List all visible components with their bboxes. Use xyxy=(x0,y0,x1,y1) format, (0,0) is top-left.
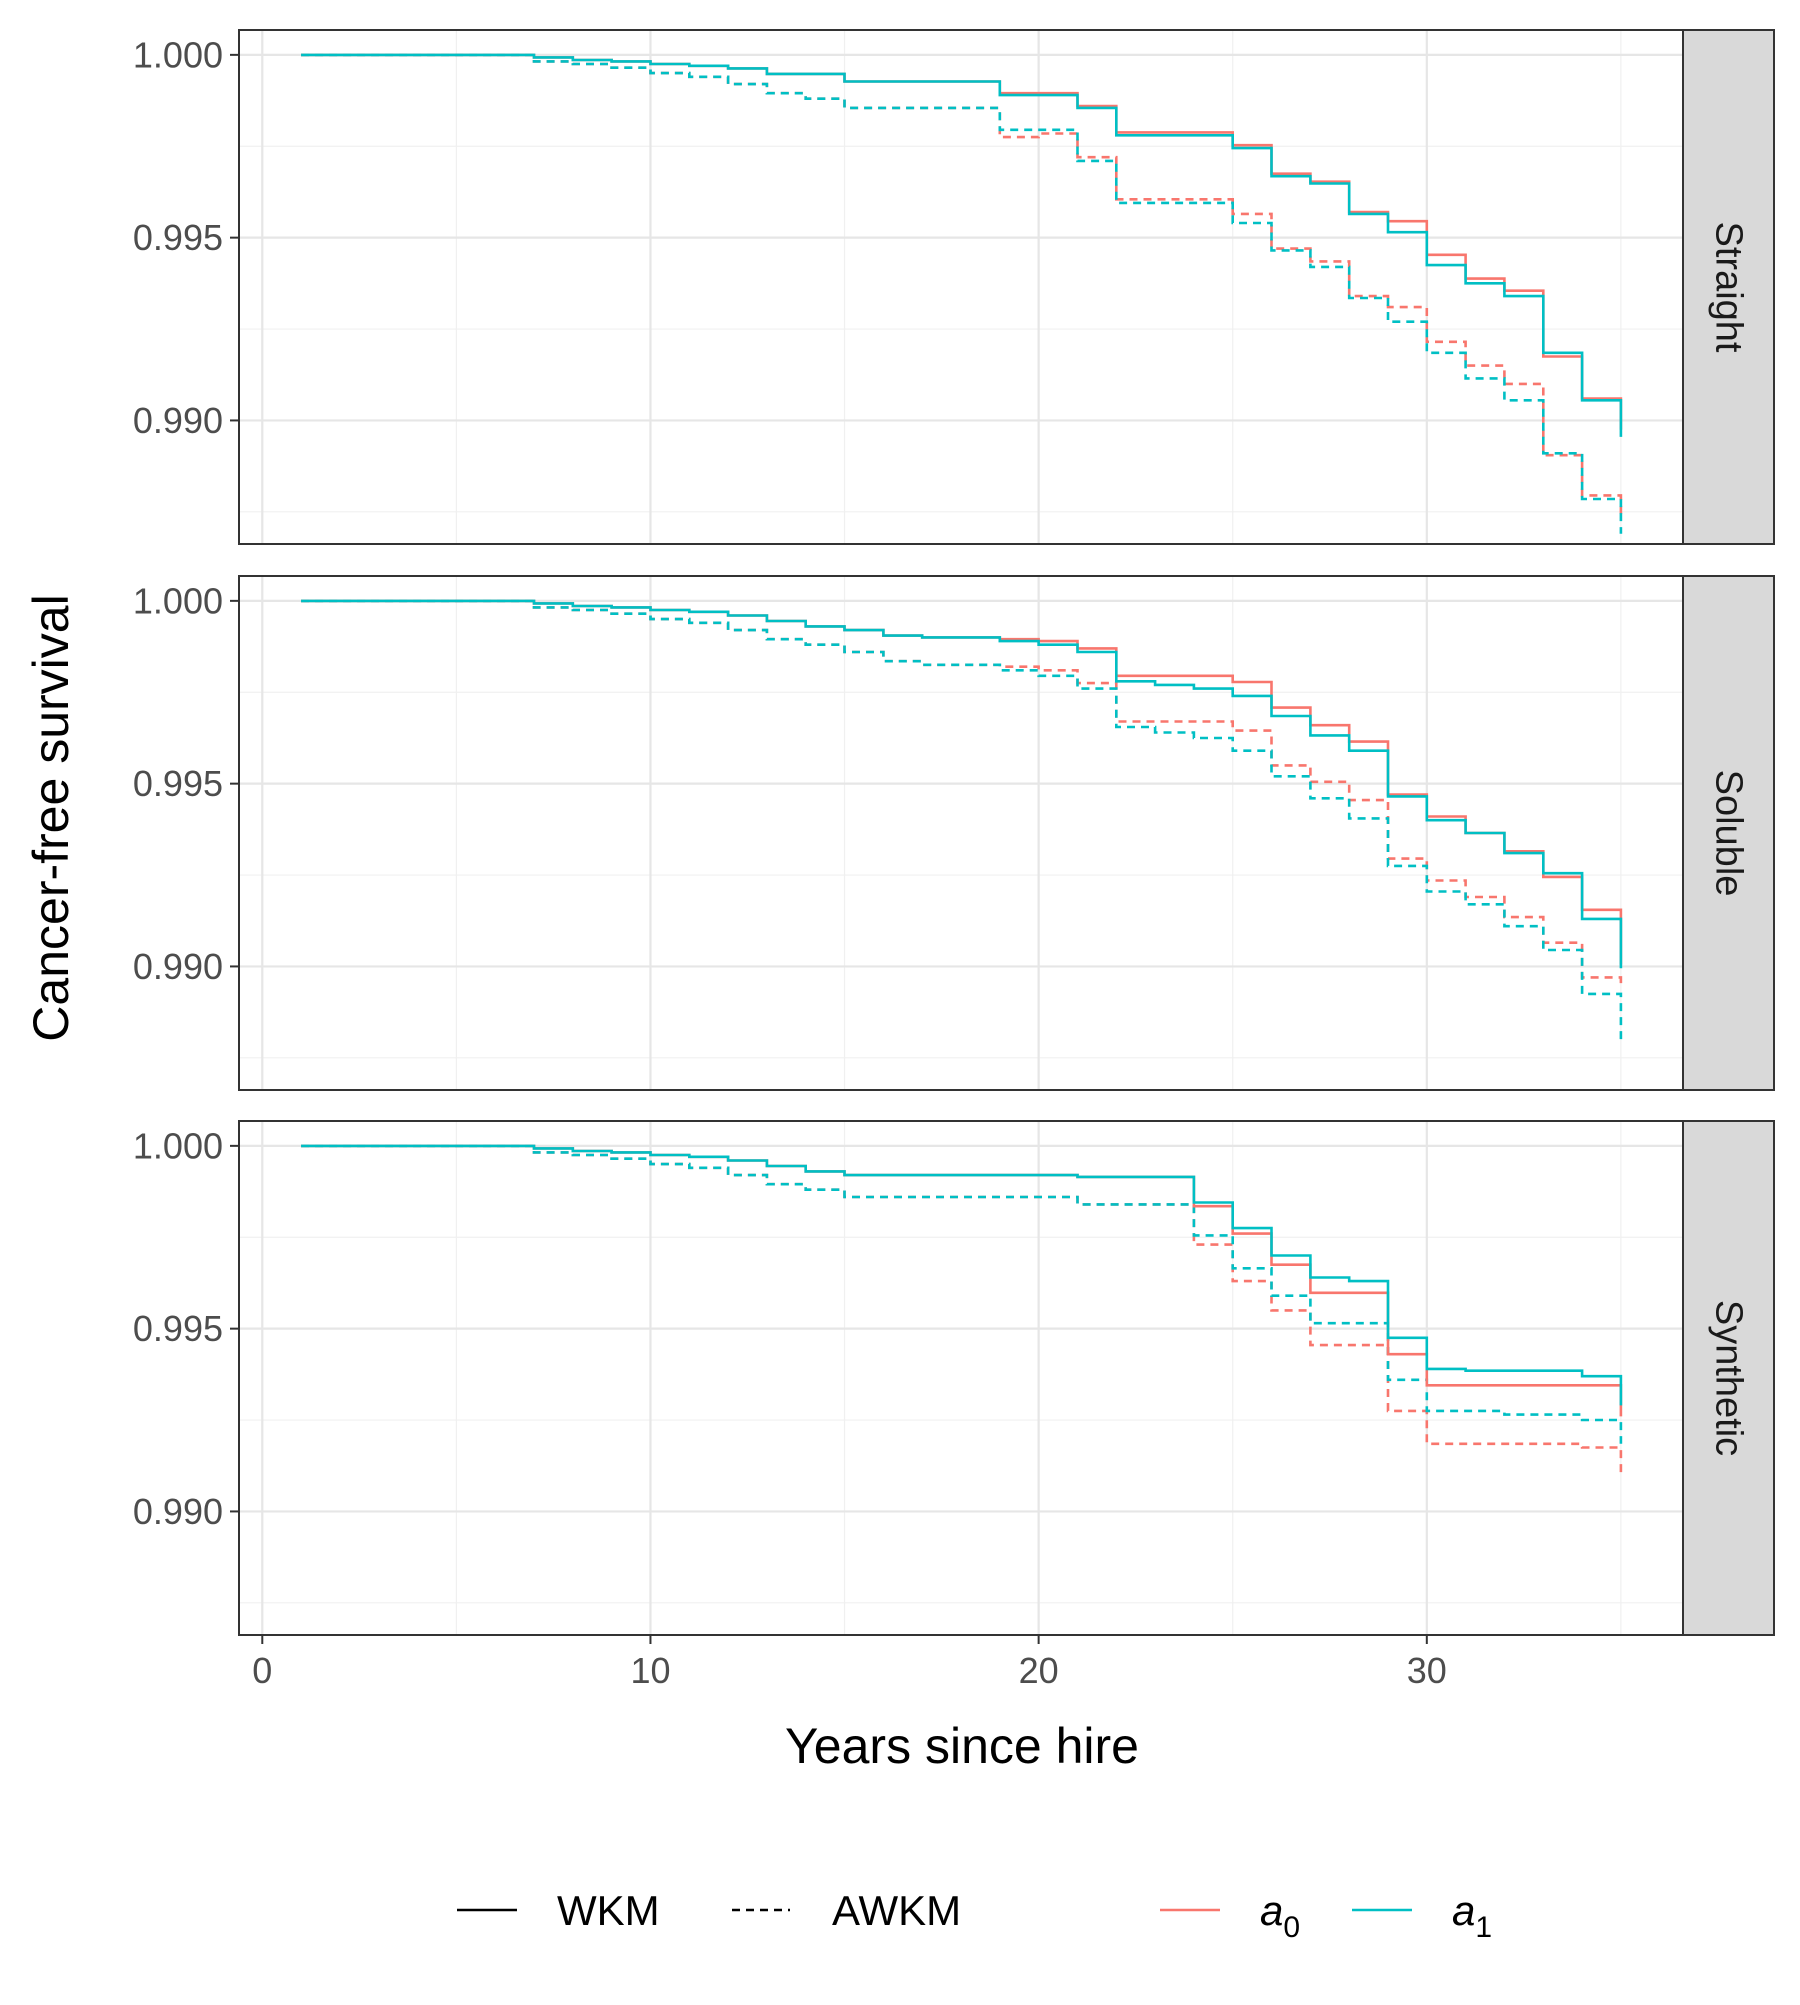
series-line-a1-awkm xyxy=(301,53,1623,534)
panel-straight: Straight 0.990 0.995 1.000 xyxy=(133,29,1775,545)
y-axis-title: Cancer-free survival xyxy=(23,594,79,1041)
x-tick-label: 20 xyxy=(1019,1650,1059,1691)
y-tick-label: 0.990 xyxy=(133,946,223,987)
facet-strip-label: Straight xyxy=(1708,222,1750,353)
x-axis: 0 10 20 30 xyxy=(252,1635,1447,1691)
facet-strip xyxy=(1682,575,1775,1091)
x-tick-label: 10 xyxy=(630,1650,670,1691)
x-tick-label: 0 xyxy=(252,1650,272,1691)
panel-soluble: Soluble 0.990 0.995 1.000 xyxy=(133,575,1775,1091)
series-line-a1-awkm xyxy=(301,1144,1623,1444)
y-tick-label: 1.000 xyxy=(133,580,223,621)
panel-background xyxy=(239,576,1683,1090)
facet-strip xyxy=(1682,29,1775,545)
panel-synthetic: Synthetic 0.990 0.995 1.000 xyxy=(133,1120,1775,1636)
legend-label-awkm: AWKM xyxy=(832,1887,961,1934)
y-tick-label: 0.995 xyxy=(133,217,223,258)
x-tick-label: 30 xyxy=(1407,1650,1447,1691)
legend-subscript: 1 xyxy=(1475,1911,1492,1944)
y-tick-label: 0.990 xyxy=(133,1491,223,1532)
x-axis-title: Years since hire xyxy=(785,1718,1139,1774)
legend-label-wkm: WKM xyxy=(557,1887,660,1934)
facet-strip-label: Synthetic xyxy=(1708,1300,1750,1456)
series-line-a1-awkm xyxy=(301,599,1623,1044)
legend-subscript: 0 xyxy=(1283,1911,1300,1944)
y-tick-label: 0.995 xyxy=(133,763,223,804)
series-line-a1-wkm xyxy=(301,1144,1623,1406)
facet-strip xyxy=(1682,1120,1775,1636)
y-tick-label: 1.000 xyxy=(133,1125,223,1166)
y-tick-label: 1.000 xyxy=(133,34,223,75)
y-tick-label: 0.990 xyxy=(133,400,223,441)
panel-background xyxy=(239,1121,1683,1635)
facet-strip-label: Soluble xyxy=(1708,770,1750,897)
series-line-a1-wkm xyxy=(301,53,1623,437)
panel-background xyxy=(239,30,1683,544)
series-line-a1-wkm xyxy=(301,599,1623,969)
panels: Straight 0.990 0.995 1.000 Soluble 0.990 0.995… xyxy=(133,29,1775,1636)
y-tick-label: 0.995 xyxy=(133,1308,223,1349)
